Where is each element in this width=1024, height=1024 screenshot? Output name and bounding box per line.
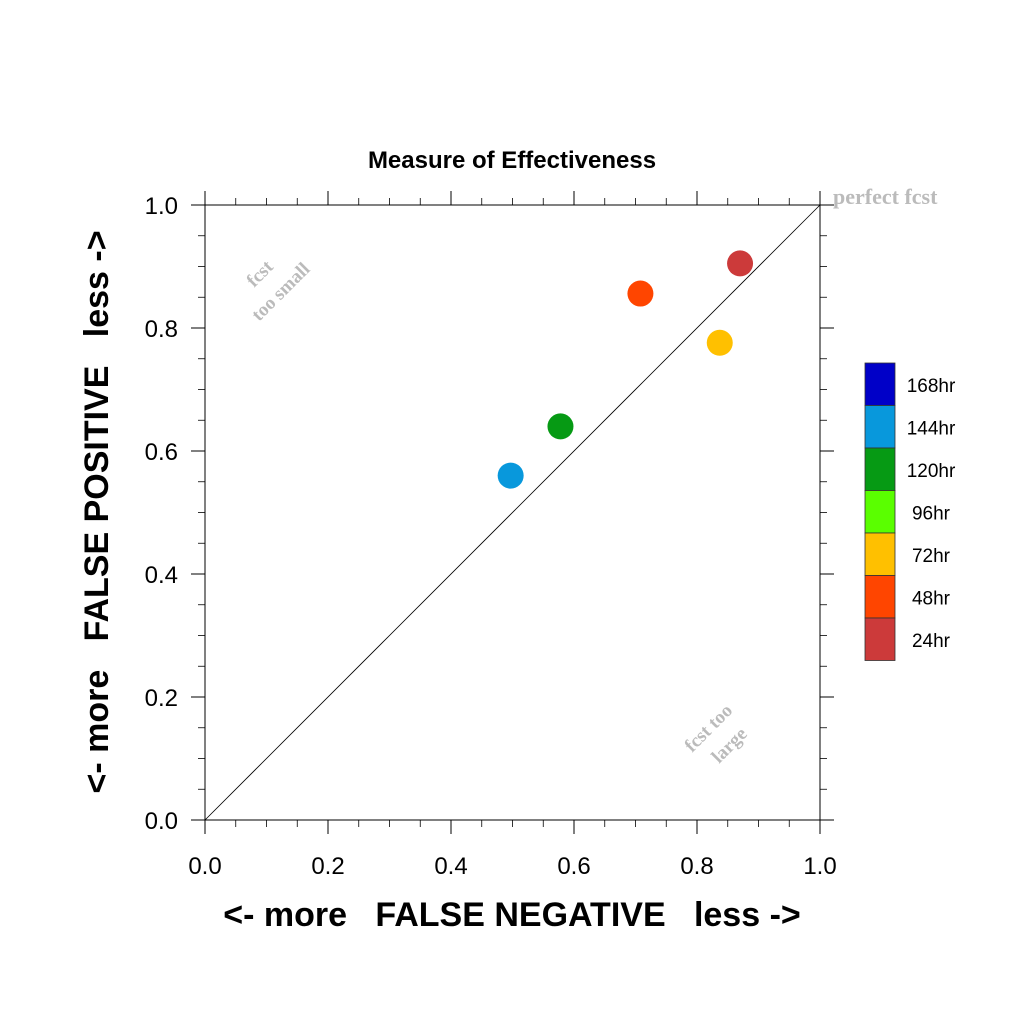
data-point-120hr — [547, 413, 574, 440]
x-tick-label: 0.8 — [680, 853, 713, 880]
y-tick-label: 0.0 — [145, 808, 178, 835]
legend-label-144hr: 144hr — [907, 419, 956, 440]
legend-swatch-72hr — [864, 532, 896, 576]
x-tick-label: 0.0 — [188, 853, 221, 880]
x-tick-label: 0.2 — [311, 853, 344, 880]
y-tick-label: 0.2 — [145, 685, 178, 712]
perfect-forecast-label: perfect fcst — [833, 184, 938, 209]
legend-label-72hr: 72hr — [912, 546, 951, 567]
y-tick-label: 0.6 — [145, 439, 178, 466]
data-point-144hr — [497, 462, 524, 489]
legend-swatch-120hr — [864, 447, 896, 491]
perfect-forecast-line — [204, 204, 821, 821]
y-tick-label: 0.8 — [145, 316, 178, 343]
legend-swatch-168hr — [864, 362, 896, 406]
legend-label-168hr: 168hr — [907, 376, 956, 397]
y-axis-label: <- more FALSE POSITIVE less -> — [78, 230, 116, 793]
legend-label-24hr: 24hr — [912, 631, 951, 652]
legend-swatch-144hr — [864, 405, 896, 449]
x-tick-label: 0.4 — [434, 853, 467, 880]
x-axis-label: <- more FALSE NEGATIVE less -> — [223, 896, 801, 934]
legend-label-96hr: 96hr — [912, 504, 951, 525]
data-point-72hr — [706, 329, 733, 356]
legend-label-120hr: 120hr — [907, 461, 956, 482]
y-tick-label: 1.0 — [145, 193, 178, 220]
legend-swatch-96hr — [864, 490, 896, 534]
legend-swatch-48hr — [864, 575, 896, 619]
legend-label-48hr: 48hr — [912, 589, 951, 610]
x-tick-label: 0.6 — [557, 853, 590, 880]
chart-title: Measure of Effectiveness — [368, 147, 656, 174]
data-point-24hr — [727, 250, 754, 277]
data-point-48hr — [627, 280, 654, 307]
x-tick-label: 1.0 — [803, 853, 836, 880]
legend-swatch-24hr — [864, 617, 896, 661]
y-tick-label: 0.4 — [145, 562, 178, 589]
